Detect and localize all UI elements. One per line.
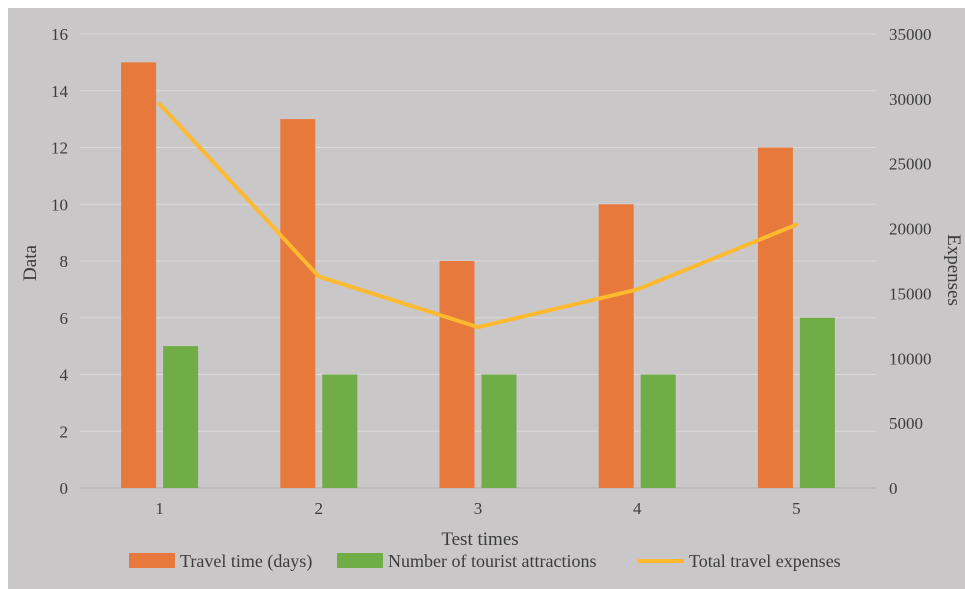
legend-swatch-attractions [337,553,383,568]
bar-attractions [799,317,835,488]
y-tick-label: 0 [60,479,69,498]
y-tick-label: 6 [60,309,69,328]
bar-travel-time [757,147,793,488]
y-tick-label: 14 [51,82,69,101]
x-axis-title: Test times [441,529,518,550]
bar-travel-time [439,261,475,488]
x-tick-label: 1 [155,499,164,518]
bar-attractions [481,374,517,488]
bar-travel-time [280,119,316,488]
y-tick-label: 10 [51,195,68,214]
y2-tick-label: 0 [889,479,898,498]
y2-tick-label: 10000 [889,349,932,368]
y2-axis-title: Expenses [943,234,964,306]
y-tick-label: 8 [60,252,69,271]
y2-tick-label: 35000 [889,25,932,44]
y2-tick-label: 30000 [889,90,932,109]
expense-line-group [157,102,799,330]
y-tick-label: 12 [51,139,68,158]
y2-tick-label: 20000 [889,220,932,239]
tick-labels: 0246810121416050001000015000200002500030… [51,25,932,518]
y2-tick-label: 25000 [889,155,932,174]
y-tick-label: 4 [60,366,69,385]
expense-line [157,102,799,330]
legend: Travel time (days) Number of tourist att… [129,551,841,572]
legend-label-expenses: Total travel expenses [689,551,841,571]
bar-attractions [322,374,358,488]
y-tick-label: 16 [51,25,68,44]
bar-attractions [163,346,199,488]
bar-attractions [640,374,676,488]
x-tick-label: 5 [792,499,801,518]
bar-travel-time [598,204,634,488]
grid-lines [80,33,876,489]
legend-swatch-travel-time [129,553,175,568]
chart-frame: 0 2 4 6 8 10 12 14 16 0 5000 10000 15000 20000 25000 30… [8,8,965,589]
legend-label-attractions: Number of tourist attractions [388,551,596,571]
bars [121,62,835,488]
x-tick-label: 2 [315,499,324,518]
x-tick-label: 3 [474,499,483,518]
y-axis-title: Data [20,245,41,281]
y2-tick-label: 5000 [889,414,923,433]
bar-travel-time [121,62,157,488]
x-tick-label: 4 [633,499,642,518]
legend-label-travel-time: Travel time (days) [180,551,312,572]
y2-tick-label: 15000 [889,284,932,303]
y-tick-label: 2 [60,422,69,441]
chart-svg: 0246810121416050001000015000200002500030… [20,25,964,572]
